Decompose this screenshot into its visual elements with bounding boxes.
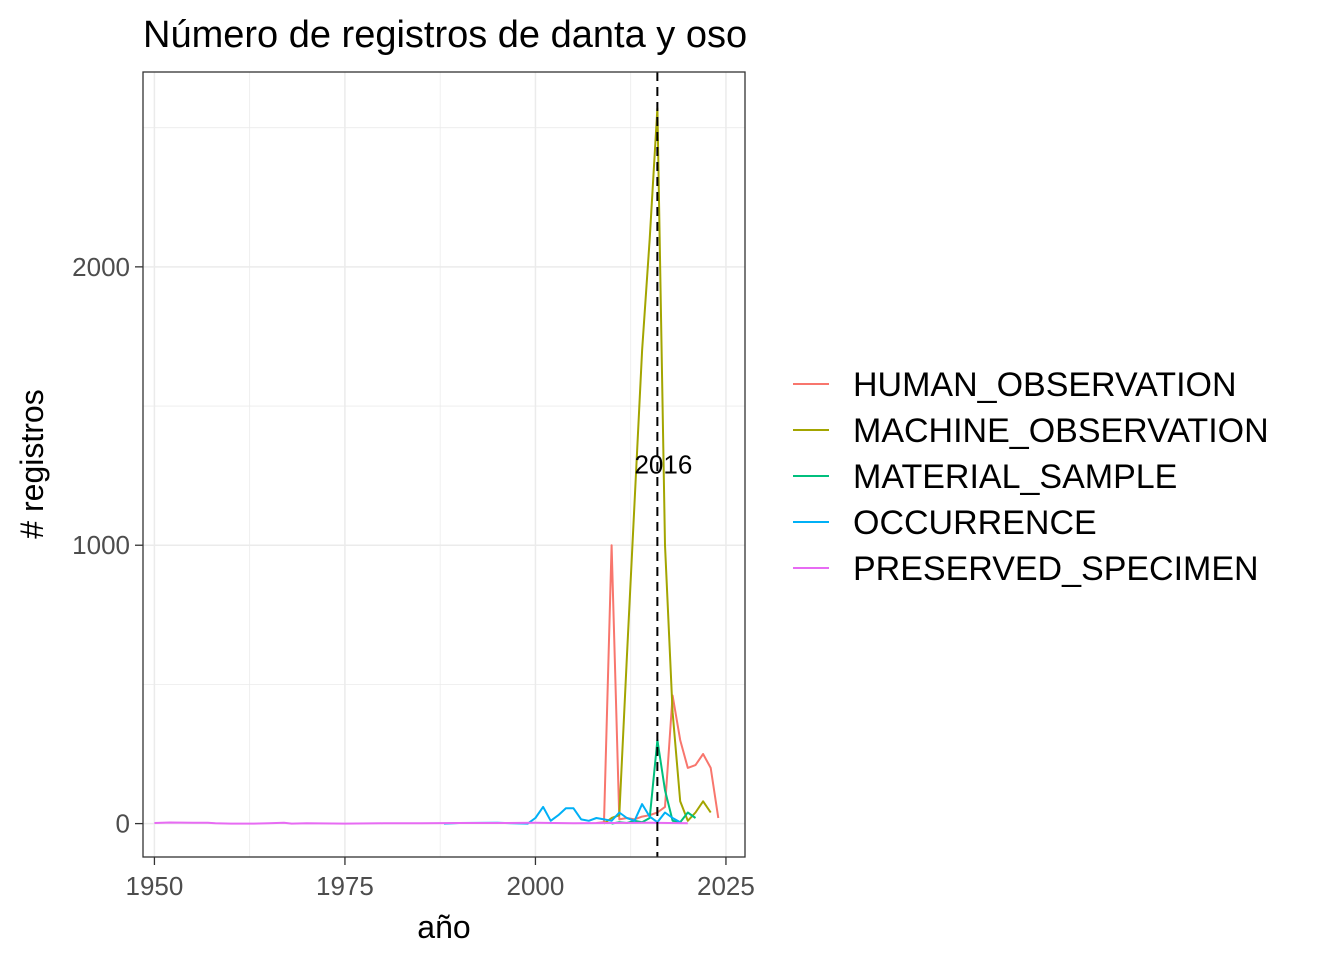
series-line-preserved-specimen — [154, 821, 688, 825]
legend: HUMAN_OBSERVATION MACHINE_OBSERVATION MATE… — [793, 366, 1269, 588]
x-axis-title: año — [417, 909, 470, 945]
legend-label-machine-observation: MACHINE_OBSERVATION — [853, 412, 1269, 450]
x-tick-label: 2000 — [507, 871, 565, 901]
y-tick-label: 1000 — [72, 530, 130, 560]
legend-label-preserved-specimen: PRESERVED_SPECIMEN — [853, 550, 1259, 588]
y-tick-label: 0 — [116, 809, 130, 839]
chart-title: Número de registros de danta y oso — [143, 14, 747, 56]
legend-label-occurrence: OCCURRENCE — [853, 504, 1097, 542]
reference-line: 2016 — [634, 72, 692, 857]
x-axis: 1950 1975 2000 2025 — [126, 857, 755, 901]
y-axis-title: # registros — [14, 389, 50, 538]
y-tick-label: 2000 — [72, 252, 130, 282]
legend-label-human-observation: HUMAN_OBSERVATION — [853, 366, 1237, 404]
x-tick-label: 1975 — [316, 871, 374, 901]
grid — [143, 72, 745, 857]
x-tick-label: 1950 — [126, 871, 184, 901]
series-line-occurrence — [443, 803, 681, 825]
y-axis: 0 1000 2000 — [72, 252, 143, 839]
x-tick-label: 2025 — [697, 871, 755, 901]
vline-label: 2016 — [634, 450, 692, 480]
legend-label-material-sample: MATERIAL_SAMPLE — [853, 458, 1177, 496]
panel-border — [142, 71, 746, 858]
